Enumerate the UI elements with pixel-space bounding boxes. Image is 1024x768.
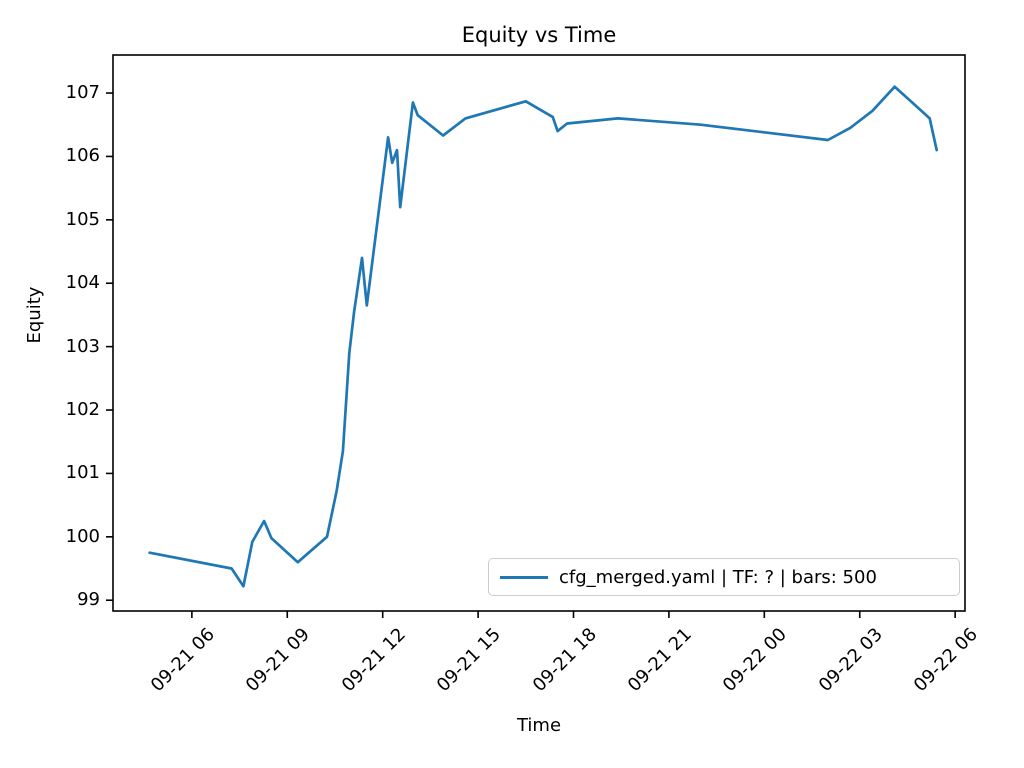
y-tick-label: 103 xyxy=(65,335,100,357)
axes-spines xyxy=(112,54,966,612)
y-tick-label: 102 xyxy=(65,399,100,421)
legend-line-sample xyxy=(500,575,548,579)
y-tick-label: 101 xyxy=(65,462,100,484)
y-tick-label: 99 xyxy=(77,589,100,611)
equity-line xyxy=(148,85,939,588)
y-tick-label: 105 xyxy=(65,208,100,230)
y-tick-label: 107 xyxy=(65,82,100,104)
x-axis-label: Time xyxy=(516,715,562,736)
y-tick-label: 100 xyxy=(65,525,100,547)
legend: cfg_merged.yaml | TF: ? | bars: 500 xyxy=(488,558,960,596)
legend-label: cfg_merged.yaml | TF: ? | bars: 500 xyxy=(559,566,877,588)
y-tick-label: 104 xyxy=(65,272,100,294)
y-tick-label: 106 xyxy=(65,145,100,167)
chart-title: Equity vs Time xyxy=(461,23,617,47)
